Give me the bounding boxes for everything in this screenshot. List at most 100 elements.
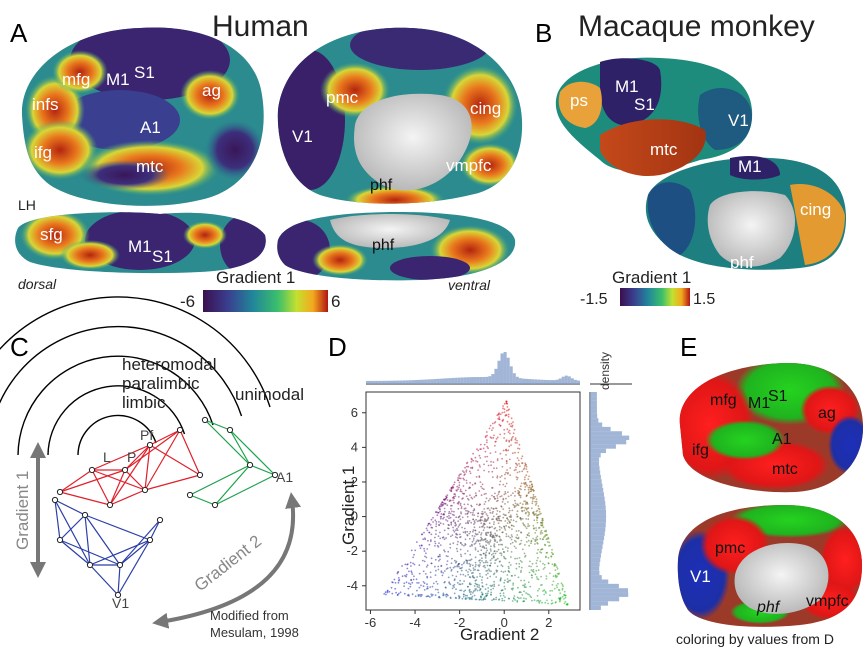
d-top-hist-bar	[384, 380, 388, 384]
b-colorbar-title: Gradient 1	[612, 268, 691, 287]
d-scatter-point	[478, 584, 480, 586]
d-scatter-point	[492, 552, 495, 555]
a-label-m1-dorsal: M1	[128, 237, 152, 256]
d-scatter-point	[486, 514, 489, 517]
d-scatter-point	[536, 565, 538, 568]
d-right-hist-bar	[590, 448, 607, 454]
d-scatter-point	[410, 579, 413, 582]
d-scatter-point	[493, 422, 496, 424]
d-right-hist-bar	[590, 527, 606, 532]
d-scatter-point	[517, 537, 520, 540]
d-scatter-point	[519, 485, 522, 488]
d-scatter-point	[390, 586, 393, 589]
e-label-pmc: pmc	[715, 540, 745, 557]
d-top-hist-bar	[491, 374, 495, 384]
d-scatter-point	[497, 522, 500, 525]
d-scatter-point	[528, 534, 531, 537]
d-scatter-point	[528, 513, 531, 516]
d-scatter-point	[405, 573, 408, 576]
d-scatter-point	[523, 597, 525, 600]
d-scatter-point	[458, 486, 460, 489]
d-scatter-point	[493, 550, 496, 553]
d-right-hist-bar	[590, 501, 606, 506]
d-right-hist-bar	[590, 457, 600, 462]
c-blue-network-node	[114, 591, 122, 599]
d-scatter-point	[437, 511, 440, 514]
d-scatter-point	[452, 526, 454, 529]
d-scatter-point	[540, 575, 542, 578]
e-label-mfg: mfg	[710, 392, 737, 409]
d-scatter-point	[447, 527, 449, 530]
d-top-hist-bar	[433, 379, 437, 384]
d-scatter-point	[520, 457, 523, 460]
d-scatter-point	[446, 560, 449, 562]
d-scatter-point	[480, 554, 483, 556]
e-caption: coloring by values from D	[676, 631, 834, 647]
d-scatter-point	[496, 550, 498, 553]
d-scatter-point	[455, 575, 458, 578]
d-scatter-point	[558, 598, 561, 601]
d-scatter-point	[443, 516, 445, 519]
c-red-network-edge	[179, 429, 201, 476]
d-right-hist-bar	[590, 535, 605, 541]
d-scatter-point	[496, 476, 499, 479]
d-scatter-point	[533, 527, 535, 530]
d-scatter-point	[451, 485, 454, 488]
d-scatter-point	[545, 592, 547, 594]
d-scatter-point	[458, 473, 461, 476]
d-scatter-point	[489, 575, 492, 578]
d-scatter-point	[480, 549, 483, 551]
d-scatter-point	[520, 597, 522, 599]
d-top-hist-bar	[488, 376, 492, 384]
d-scatter-point	[501, 465, 504, 468]
d-scatter-point	[485, 595, 488, 597]
d-scatter-point	[418, 564, 421, 567]
d-scatter-point	[518, 448, 521, 450]
d-top-hist-bar	[408, 380, 412, 384]
d-scatter-point	[512, 503, 515, 506]
d-scatter-point	[465, 509, 467, 512]
d-scatter-point	[536, 578, 539, 580]
d-scatter-point	[457, 595, 460, 597]
d-scatter-point	[491, 535, 494, 537]
d-scatter-point	[535, 562, 538, 565]
d-scatter-point	[502, 592, 505, 594]
d-right-hist-bar	[590, 544, 603, 549]
d-scatter-point	[538, 510, 541, 513]
d-top-hist-bar	[564, 375, 568, 384]
d-scatter-point	[416, 589, 418, 592]
d-scatter-point	[483, 463, 485, 466]
d-scatter-point	[479, 516, 482, 519]
d-scatter-point	[437, 568, 440, 571]
d-scatter-point	[514, 599, 516, 601]
c-blue-network-edge	[84, 514, 121, 566]
d-scatter-point	[537, 569, 540, 572]
d-scatter-point	[517, 451, 520, 454]
d-scatter-point	[462, 595, 465, 598]
d-scatter-point	[497, 499, 499, 502]
d-scatter-point	[518, 463, 520, 465]
d-top-hist-bar	[463, 377, 467, 384]
d-scatter-point	[517, 459, 520, 462]
panel-c: C heteromodal paralimbic limbic unimodal…	[0, 296, 304, 640]
d-scatter-point	[514, 557, 516, 560]
d-scatter-point	[479, 545, 482, 548]
d-scatter-point	[518, 562, 521, 565]
d-scatter-point	[506, 578, 509, 580]
d-scatter-point	[510, 556, 512, 558]
d-scatter-point	[429, 576, 432, 578]
c-red-network-edge	[149, 444, 201, 476]
d-scatter-point	[406, 594, 409, 597]
d-scatter-point	[498, 510, 501, 513]
d-scatter-point	[425, 527, 428, 530]
d-scatter-point	[485, 492, 487, 495]
d-scatter-point	[396, 593, 399, 596]
d-scatter-point	[520, 579, 522, 582]
a-ventral-view-label: ventral	[448, 277, 491, 293]
d-scatter-point	[561, 587, 564, 590]
d-scatter-point	[549, 572, 551, 575]
d-scatter-point	[501, 411, 504, 414]
d-top-hist-bar	[378, 380, 382, 384]
d-scatter-point	[498, 536, 501, 538]
d-scatter-point	[466, 550, 469, 552]
